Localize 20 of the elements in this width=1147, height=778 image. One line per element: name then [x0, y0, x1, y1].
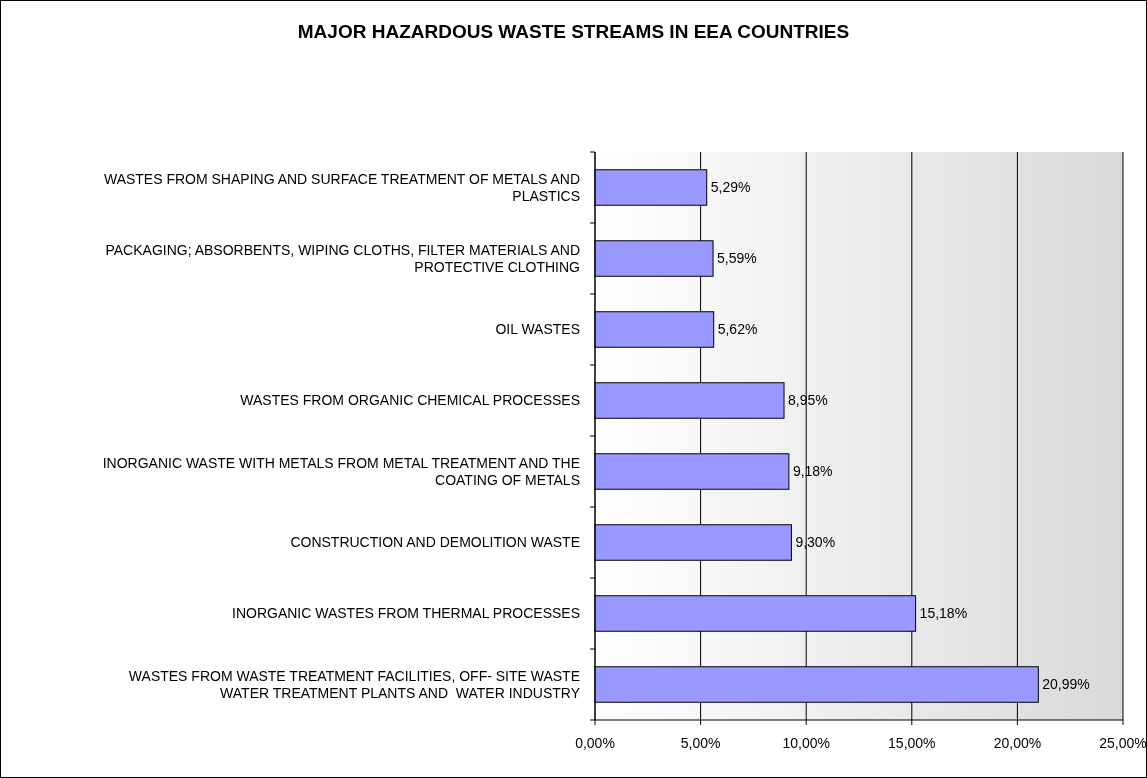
x-tick-label: 15,00% — [888, 735, 936, 751]
x-tick-label: 25,00% — [1099, 735, 1147, 751]
y-tick-label: WASTES FROM ORGANIC CHEMICAL PROCESSES — [240, 392, 580, 409]
data-label: 5,59% — [717, 250, 757, 267]
y-tick-label: WASTES FROM WASTE TREATMENT FACILITIES, OFF- SITE WASTE WATER TREATMENT PLANTS AND WATER INDUSTRY — [128, 667, 581, 701]
y-tick-label: WASTES FROM SHAPING AND SURFACE TREATMENT OF METALS AND PLASTICS — [103, 170, 580, 204]
y-tick-label: CONSTRUCTION AND DEMOLITION WASTE — [290, 534, 580, 551]
y-tick-label: INORGANIC WASTE WITH METALS FROM METAL TREATMENT AND THE COATING OF METALS — [102, 454, 580, 488]
data-label: 5,29% — [710, 179, 751, 196]
y-tick-label: PACKAGING; ABSORBENTS, WIPING CLOTHS, FILTER MATERIALS AND PROTECTIVE CLOTHING — [105, 241, 580, 275]
y-tick-label: INORGANIC WASTES FROM THERMAL PROCESSES — [232, 605, 580, 622]
x-tick-label: 0,00% — [575, 735, 615, 751]
data-label: 20,99% — [1042, 676, 1090, 693]
chart-title: MAJOR HAZARDOUS WASTE STREAMS IN EEA COUNTRIES — [297, 21, 850, 42]
x-tick-label: 20,00% — [993, 735, 1042, 751]
y-tick-label: OIL WASTES — [495, 321, 580, 338]
data-label: 15,18% — [919, 605, 968, 622]
x-tick-label: 5,00% — [680, 735, 721, 751]
data-label: 5,62% — [717, 321, 758, 338]
x-tick-label: 10,00% — [782, 735, 830, 751]
